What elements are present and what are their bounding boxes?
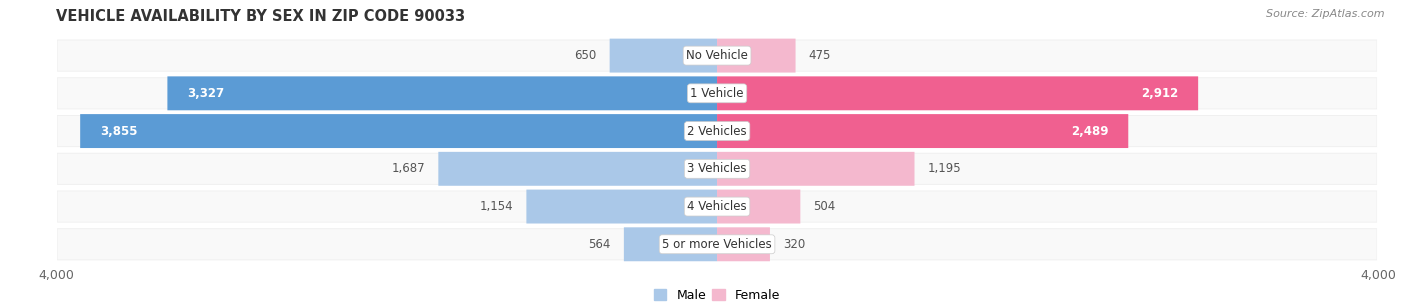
FancyBboxPatch shape <box>58 154 1376 184</box>
FancyBboxPatch shape <box>717 152 914 186</box>
Text: 2,912: 2,912 <box>1142 87 1178 100</box>
FancyBboxPatch shape <box>717 227 770 261</box>
FancyBboxPatch shape <box>717 39 796 73</box>
FancyBboxPatch shape <box>717 76 1198 110</box>
Text: 1,154: 1,154 <box>479 200 513 213</box>
FancyBboxPatch shape <box>58 116 1376 146</box>
Text: 504: 504 <box>814 200 835 213</box>
FancyBboxPatch shape <box>717 190 800 223</box>
FancyBboxPatch shape <box>58 191 1376 222</box>
Text: 650: 650 <box>574 49 596 62</box>
FancyBboxPatch shape <box>58 229 1376 259</box>
FancyBboxPatch shape <box>610 39 717 73</box>
Text: 1 Vehicle: 1 Vehicle <box>690 87 744 100</box>
Text: 1,687: 1,687 <box>391 162 425 175</box>
FancyBboxPatch shape <box>624 227 717 261</box>
FancyBboxPatch shape <box>717 114 1128 148</box>
Text: 564: 564 <box>588 238 610 251</box>
FancyBboxPatch shape <box>439 152 717 186</box>
Text: 2 Vehicles: 2 Vehicles <box>688 125 747 138</box>
FancyBboxPatch shape <box>58 78 1376 109</box>
FancyBboxPatch shape <box>58 153 1376 185</box>
Text: 2,489: 2,489 <box>1071 125 1108 138</box>
FancyBboxPatch shape <box>58 228 1376 260</box>
Text: 3,327: 3,327 <box>187 87 225 100</box>
Text: 475: 475 <box>808 49 831 62</box>
FancyBboxPatch shape <box>58 191 1376 222</box>
Text: 3 Vehicles: 3 Vehicles <box>688 162 747 175</box>
FancyBboxPatch shape <box>526 190 717 223</box>
Text: 4 Vehicles: 4 Vehicles <box>688 200 747 213</box>
FancyBboxPatch shape <box>80 114 717 148</box>
FancyBboxPatch shape <box>167 76 717 110</box>
Text: 3,855: 3,855 <box>100 125 138 138</box>
FancyBboxPatch shape <box>58 39 1376 72</box>
Legend: Male, Female: Male, Female <box>650 284 785 306</box>
Text: 1,195: 1,195 <box>928 162 962 175</box>
FancyBboxPatch shape <box>58 77 1376 109</box>
FancyBboxPatch shape <box>58 40 1376 71</box>
Text: No Vehicle: No Vehicle <box>686 49 748 62</box>
FancyBboxPatch shape <box>58 115 1376 147</box>
Text: 320: 320 <box>783 238 806 251</box>
Text: 5 or more Vehicles: 5 or more Vehicles <box>662 238 772 251</box>
Text: VEHICLE AVAILABILITY BY SEX IN ZIP CODE 90033: VEHICLE AVAILABILITY BY SEX IN ZIP CODE … <box>56 9 465 24</box>
Text: Source: ZipAtlas.com: Source: ZipAtlas.com <box>1267 9 1385 19</box>
